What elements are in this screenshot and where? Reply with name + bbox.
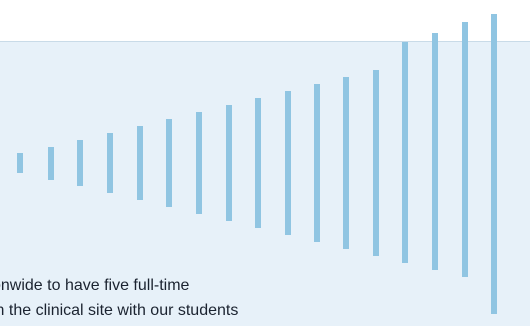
bar-06 xyxy=(166,119,172,207)
bar-13 xyxy=(373,70,379,256)
body-copy-line-1: onwide to have five full-time xyxy=(0,277,190,294)
light-blue-panel xyxy=(0,41,530,326)
bar-02 xyxy=(48,147,54,180)
bar-11 xyxy=(314,84,320,242)
bar-08 xyxy=(226,105,232,221)
body-copy: onwide to have five full-time in the cli… xyxy=(0,273,530,323)
bar-15 xyxy=(432,33,438,270)
panel-top-rule xyxy=(0,41,530,42)
bar-12 xyxy=(343,77,349,249)
bar-03 xyxy=(77,140,83,186)
bar-09 xyxy=(255,98,261,228)
bar-16 xyxy=(462,22,468,277)
bar-05 xyxy=(137,126,143,200)
bar-17 xyxy=(491,14,497,314)
bar-10 xyxy=(285,91,291,235)
bar-01 xyxy=(17,153,23,173)
body-copy-line-2: in the clinical site with our students xyxy=(0,302,239,319)
bar-07 xyxy=(196,112,202,214)
bar-14 xyxy=(402,42,408,263)
bar-04 xyxy=(107,133,113,193)
